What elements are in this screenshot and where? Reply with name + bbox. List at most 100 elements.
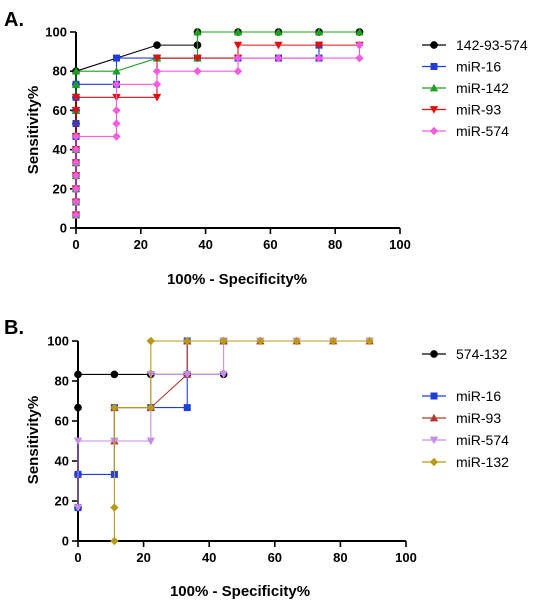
panel-a-legend: 142-93-574 miR-16 miR-142 miR-93 miR-574: [422, 37, 528, 139]
legend-marker: [429, 457, 439, 467]
y-tick-label: 80: [53, 64, 67, 79]
panel-a: A. 0 20 40 60 80 100 0 20 40 60 80 100 100% - Speci…: [4, 9, 528, 288]
legend-marker: [429, 413, 439, 422]
panel-b-label: B.: [4, 317, 24, 339]
data-point: [74, 370, 82, 379]
x-tick-label: 60: [268, 550, 282, 565]
data-point: [71, 171, 81, 180]
data-point: [233, 67, 243, 76]
data-point: [219, 336, 228, 346]
x-tick-label: 0: [74, 550, 81, 565]
y-tick-label: 20: [53, 181, 67, 196]
legend-label: miR-93: [456, 410, 501, 426]
panel-b-x-axis-title: 100% - Specificity%: [170, 583, 310, 600]
data-point: [152, 54, 162, 63]
y-tick-label: 60: [55, 414, 69, 429]
series-miR-574: [71, 40, 364, 220]
data-point: [112, 132, 121, 141]
legend-item: miR-16: [422, 59, 501, 75]
data-point: [365, 336, 374, 346]
x-tick-label: 80: [328, 237, 342, 252]
data-point: [193, 54, 202, 63]
data-point: [314, 53, 324, 63]
legend-item: miR-142: [422, 80, 509, 96]
data-point: [152, 67, 162, 76]
legend-item: 142-93-574: [422, 37, 528, 53]
series-miR-132: [110, 336, 374, 546]
data-point: [71, 132, 81, 141]
legend-label: miR-16: [456, 388, 501, 404]
x-tick-label: 20: [136, 550, 150, 565]
data-point: [233, 53, 243, 63]
panel-b-legend: 574-132 miR-16 miR-93 miR-574 miR-132: [422, 346, 509, 470]
data-point: [292, 336, 301, 346]
data-point: [146, 437, 156, 446]
legend-label: 142-93-574: [456, 37, 528, 53]
legend-item: miR-574: [422, 123, 509, 139]
y-tick-label: 0: [60, 221, 67, 236]
y-tick-label: 100: [45, 25, 67, 40]
data-point: [71, 184, 81, 193]
panel-a-y-axis-title: Sensitivity%: [25, 86, 42, 174]
x-tick-label: 80: [333, 550, 347, 565]
data-point: [328, 336, 338, 346]
data-point: [112, 119, 121, 128]
data-point: [71, 197, 81, 207]
data-point: [73, 437, 83, 446]
y-tick-label: 60: [53, 103, 67, 118]
panel-a-plot-area: 0 20 40 60 80 100 0 20 40 60 80 100: [45, 25, 411, 253]
y-tick-label: 40: [55, 454, 69, 469]
data-point: [110, 503, 119, 512]
x-tick-label: 100: [395, 550, 417, 565]
legend-item: miR-16: [422, 388, 501, 404]
panel-a-x-axis-title: 100% - Specificity%: [167, 271, 307, 288]
legend-label: miR-93: [456, 102, 501, 118]
legend-label: miR-574: [456, 432, 509, 448]
x-tick-label: 0: [72, 237, 79, 252]
legend-marker: [430, 350, 438, 358]
data-point: [112, 67, 121, 75]
data-point: [110, 536, 119, 546]
data-point: [355, 27, 364, 36]
y-tick-label: 100: [47, 334, 69, 349]
legend-item: 574-132: [422, 346, 508, 362]
data-point: [355, 40, 364, 50]
x-tick-label: 60: [263, 237, 277, 252]
legend-label: miR-574: [456, 123, 509, 139]
legend-marker: [429, 106, 439, 114]
legend-marker: [429, 436, 439, 445]
data-point: [71, 80, 81, 88]
legend-marker: [429, 126, 439, 136]
y-tick-label: 40: [53, 142, 67, 157]
data-point: [71, 107, 81, 115]
data-point: [71, 67, 81, 75]
data-point: [256, 336, 265, 346]
data-point: [274, 53, 283, 63]
x-tick-label: 40: [198, 237, 212, 252]
data-point: [74, 403, 82, 412]
data-point: [233, 41, 243, 50]
data-point: [112, 106, 121, 115]
data-point: [152, 80, 162, 89]
panel-a-label: A.: [4, 9, 24, 31]
data-point: [152, 93, 162, 102]
legend-marker: [430, 63, 438, 70]
data-point: [153, 41, 161, 49]
legend-label: miR-142: [456, 80, 509, 96]
data-point: [71, 210, 81, 220]
data-point: [314, 41, 324, 50]
data-point: [193, 27, 202, 36]
data-point: [355, 53, 364, 63]
legend-item: miR-93: [422, 410, 501, 426]
data-point: [146, 403, 156, 412]
panel-b: B. 0 20 40 60 80 100 0 20 40 60 80 100 100% - Speci…: [4, 317, 509, 600]
data-point: [110, 403, 119, 412]
legend-item: miR-132: [422, 454, 509, 470]
data-point: [146, 336, 156, 346]
data-point: [274, 41, 283, 50]
legend-label: miR-16: [456, 59, 501, 75]
data-point: [193, 67, 202, 76]
data-point: [110, 370, 119, 379]
